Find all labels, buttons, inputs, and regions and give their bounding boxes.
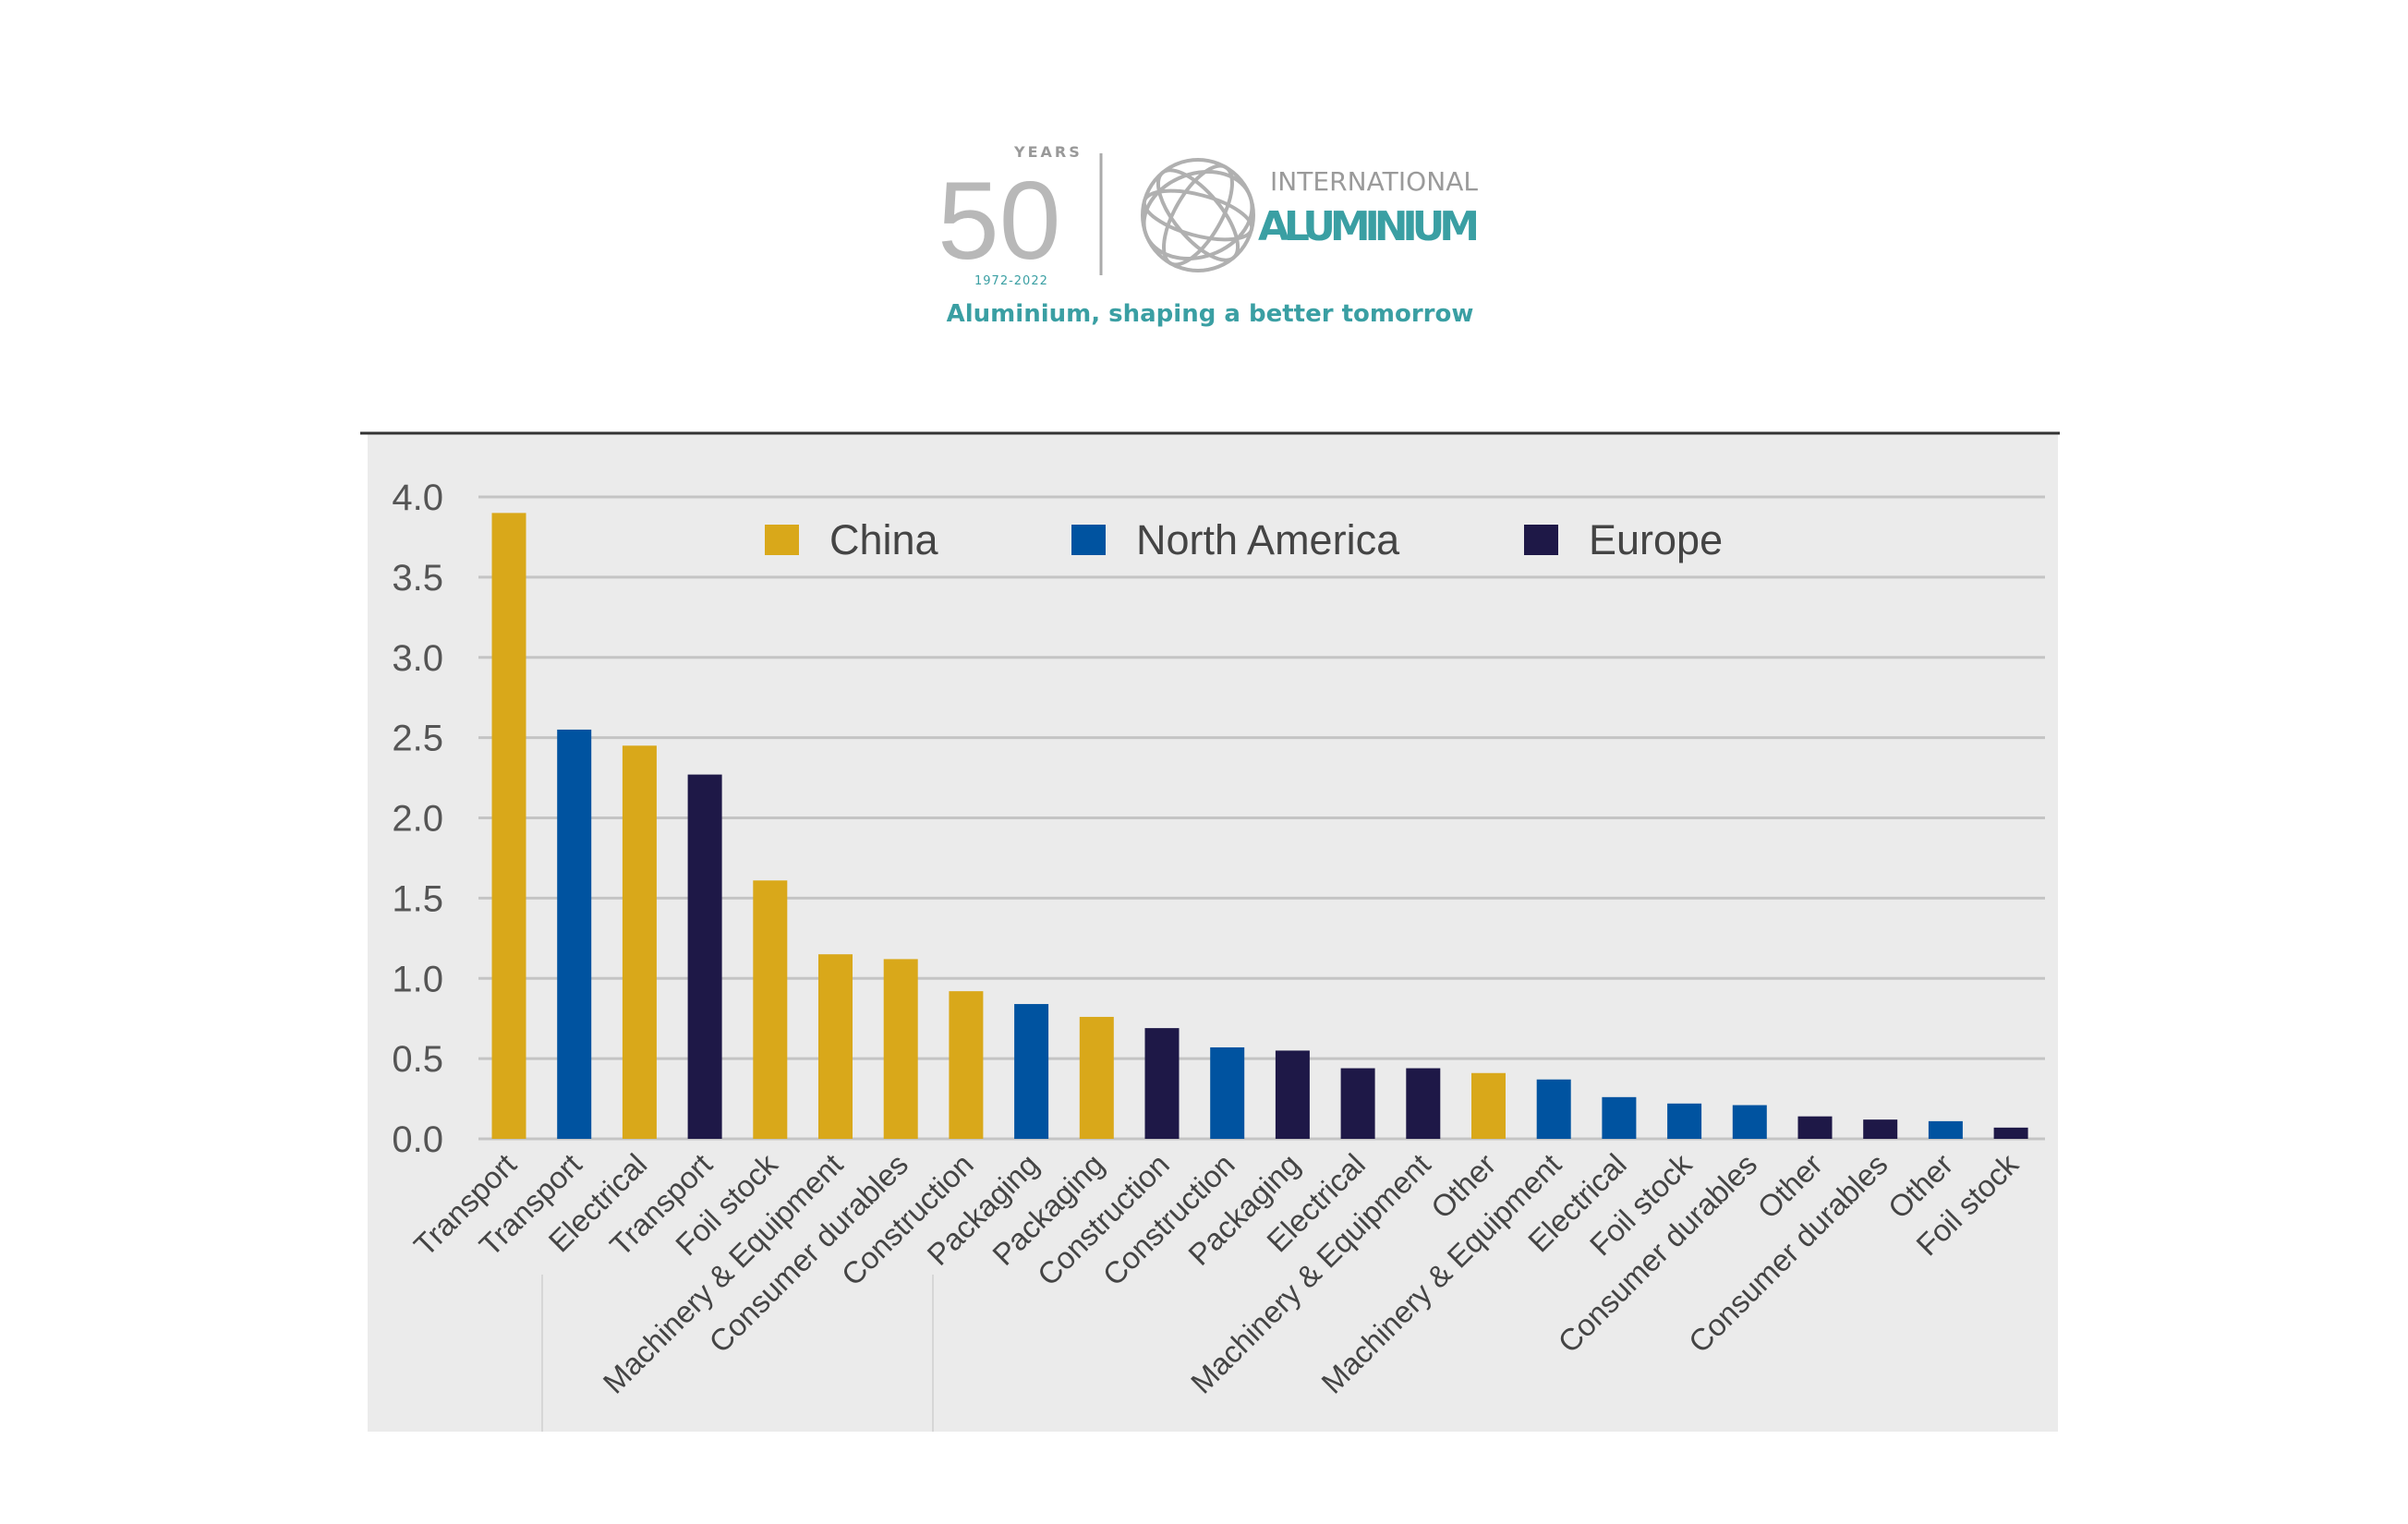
- y-tick-label: 1.0: [392, 959, 443, 999]
- chart-background: [368, 434, 2058, 1432]
- bar: [1667, 1103, 1702, 1139]
- legend-swatch: [765, 525, 799, 555]
- y-tick-label: 0.0: [392, 1119, 443, 1160]
- bar: [883, 959, 918, 1139]
- y-tick-label: 3.5: [392, 558, 443, 599]
- y-tick-label: 2.5: [392, 719, 443, 759]
- legend-label: China: [829, 516, 939, 563]
- y-tick-label: 0.5: [392, 1039, 443, 1080]
- bar: [1144, 1028, 1180, 1139]
- legend-label: North America: [1136, 516, 1400, 563]
- legend-label: Europe: [1589, 516, 1723, 563]
- bar: [1536, 1079, 1571, 1139]
- logo-years: YEARS: [1013, 143, 1083, 161]
- legend-swatch: [1071, 525, 1106, 555]
- bar: [1275, 1050, 1310, 1139]
- bar: [1406, 1068, 1441, 1139]
- bar: [622, 745, 657, 1139]
- bar: [818, 954, 853, 1139]
- bar: [949, 991, 984, 1139]
- y-tick-label: 3.0: [392, 638, 443, 679]
- bar: [1732, 1105, 1767, 1139]
- logo-aluminium: ALUMINIUM: [1258, 203, 1480, 250]
- bar: [753, 880, 788, 1139]
- bar: [1928, 1120, 1963, 1139]
- y-tick-label: 2.0: [392, 799, 443, 840]
- logo: 50 YEARS 1972-2022 INTERNATIONAL ALUMINI…: [938, 143, 1480, 288]
- tagline: Aluminium, shaping a better tomorrow: [946, 300, 1474, 328]
- bar: [1471, 1072, 1506, 1139]
- bar: [491, 513, 526, 1139]
- globe-icon: [1141, 158, 1255, 272]
- y-tick-label: 1.5: [392, 878, 443, 919]
- logo-years-range: 1972-2022: [974, 274, 1048, 288]
- bar: [1602, 1096, 1637, 1139]
- legend-swatch: [1524, 525, 1558, 555]
- bar: [1210, 1046, 1245, 1139]
- logo-international: INTERNATIONAL: [1270, 166, 1478, 197]
- bar: [1340, 1068, 1375, 1139]
- bar: [1014, 1004, 1049, 1139]
- bar: [557, 729, 592, 1139]
- logo-50: 50: [938, 159, 1060, 283]
- y-tick-label: 4.0: [392, 478, 443, 518]
- bar: [1797, 1116, 1833, 1139]
- bar: [1079, 1016, 1114, 1139]
- bar: [687, 774, 722, 1139]
- bar: [1993, 1127, 2028, 1139]
- bar: [1863, 1119, 1898, 1139]
